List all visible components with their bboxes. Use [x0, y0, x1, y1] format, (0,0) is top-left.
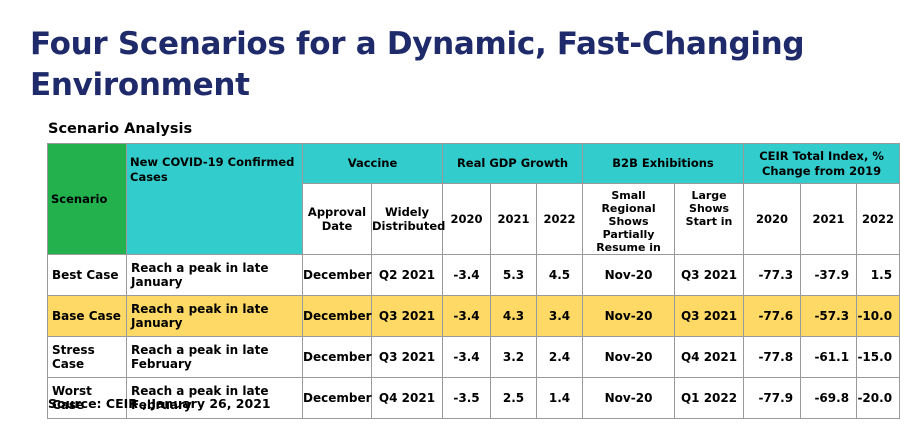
subheader-widely: Widely Distributed	[371, 183, 445, 255]
header-row: Scenario New COVID-19 Confirmed Cases Va…	[47, 143, 901, 255]
cell-gdp-2021: 3.2	[490, 336, 537, 378]
subheader-approval: Approval Date	[302, 183, 372, 255]
table-row: Worst Case Reach a peak in late February…	[47, 377, 901, 419]
scenario-table: Scenario New COVID-19 Confirmed Cases Va…	[47, 143, 901, 419]
cell-large-shows: Q3 2021	[674, 254, 745, 296]
cell-approval: December	[302, 254, 372, 296]
cell-covid: Reach a peak in late February	[126, 336, 303, 378]
cell-scenario: Base Case	[47, 295, 127, 337]
cell-ceir-2020: -77.9	[743, 377, 802, 419]
cell-small-shows: Nov-20	[582, 336, 676, 378]
header-covid-cases: New COVID-19 Confirmed Cases	[126, 143, 303, 255]
subheader-gdp-2022: 2022	[535, 183, 584, 255]
cell-gdp-2020: -3.4	[442, 336, 491, 378]
cell-large-shows: Q4 2021	[674, 336, 745, 378]
subheader-large-shows: Large Shows Start in	[674, 183, 745, 255]
cell-ceir-2022: 1.5	[856, 254, 901, 296]
cell-ceir-2021: -57.3	[800, 295, 858, 337]
cell-ceir-2021: -61.1	[800, 336, 858, 378]
cell-gdp-2020: -3.4	[442, 254, 491, 296]
cell-ceir-2022: -15.0	[856, 336, 901, 378]
cell-covid: Reach a peak in late January	[126, 254, 303, 296]
header-b2b: B2B Exhibitions	[582, 143, 745, 184]
cell-gdp-2021: 2.5	[490, 377, 537, 419]
cell-widely: Q4 2021	[371, 377, 443, 419]
cell-gdp-2021: 5.3	[490, 254, 537, 296]
cell-large-shows: Q1 2022	[674, 377, 745, 419]
subheader-row: Approval Date Widely Distributed 2020 20…	[48, 183, 901, 255]
cell-ceir-2021: -37.9	[800, 254, 858, 296]
cell-widely: Q3 2021	[371, 336, 443, 378]
cell-ceir-2022: -20.0	[856, 377, 901, 419]
table-row: Best Case Reach a peak in late January D…	[47, 254, 901, 296]
subheader-gdp-2021: 2021	[490, 183, 537, 255]
cell-gdp-2022: 2.4	[535, 336, 584, 378]
cell-ceir-2020: -77.6	[743, 295, 802, 337]
source-note: Source: CEIR , January 26, 2021	[48, 396, 271, 411]
header-scenario: Scenario	[47, 143, 127, 255]
header-ceir: CEIR Total Index, % Change from 2019	[743, 143, 901, 184]
table-row: Stress Case Reach a peak in late Februar…	[47, 336, 901, 378]
cell-scenario: Worst Case	[47, 377, 127, 419]
cell-small-shows: Nov-20	[582, 377, 676, 419]
table-row-base-case: Base Case Reach a peak in late January D…	[47, 295, 901, 337]
cell-widely: Q2 2021	[371, 254, 443, 296]
subheader-ceir-2022: 2022	[856, 183, 901, 255]
cell-approval: December	[302, 377, 372, 419]
cell-approval: December	[302, 336, 372, 378]
cell-widely: Q3 2021	[371, 295, 443, 337]
cell-scenario: Stress Case	[47, 336, 127, 378]
cell-gdp-2022: 1.4	[535, 377, 584, 419]
cell-approval: December	[302, 295, 372, 337]
cell-gdp-2020: -3.5	[442, 377, 491, 419]
cell-gdp-2020: -3.4	[442, 295, 491, 337]
cell-large-shows: Q3 2021	[674, 295, 745, 337]
cell-small-shows: Nov-20	[582, 254, 676, 296]
cell-gdp-2021: 4.3	[490, 295, 537, 337]
header-gdp: Real GDP Growth	[441, 143, 584, 184]
cell-ceir-2021: -69.8	[800, 377, 858, 419]
cell-gdp-2022: 3.4	[535, 295, 584, 337]
subheader-ceir-2021: 2021	[800, 183, 858, 255]
cell-ceir-2022: -10.0	[856, 295, 901, 337]
subheader-gdp-2020: 2020	[442, 183, 491, 255]
cell-covid: Reach a peak in late January	[126, 295, 303, 337]
header-vaccine: Vaccine	[302, 143, 443, 184]
cell-gdp-2022: 4.5	[535, 254, 584, 296]
page-title: Four Scenarios for a Dynamic, Fast-Chang…	[30, 26, 805, 103]
subheader-small-shows: Small Regional Shows Partially Resume in	[582, 183, 676, 255]
cell-scenario: Best Case	[47, 254, 127, 296]
cell-covid: Reach a peak in late February	[126, 377, 303, 419]
subheader-ceir-2020: 2020	[743, 183, 802, 255]
cell-ceir-2020: -77.8	[743, 336, 802, 378]
cell-ceir-2020: -77.3	[743, 254, 802, 296]
cell-small-shows: Nov-20	[582, 295, 676, 337]
table-subtitle: Scenario Analysis	[48, 121, 193, 137]
